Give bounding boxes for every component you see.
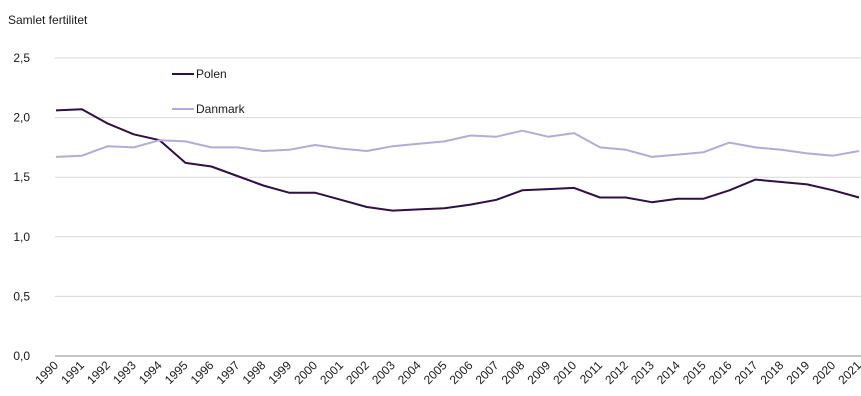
x-tick-label: 2004: [395, 358, 424, 387]
y-tick-label: 0,5: [13, 289, 30, 303]
x-tick-label: 1992: [84, 358, 113, 387]
y-tick-label: 2,0: [13, 111, 30, 125]
x-tick-label: 2001: [317, 358, 346, 387]
legend-label-polen: Polen: [196, 67, 227, 81]
x-tick-label: 2013: [628, 358, 657, 387]
x-tick-label: 2007: [473, 358, 502, 387]
x-tick-label: 1994: [136, 358, 165, 387]
y-tick-label: 0,0: [13, 349, 30, 363]
series-line-polen: [55, 108, 860, 212]
series-line-danmark: [55, 129, 860, 158]
series-lines: [55, 108, 860, 212]
legend: Polen Danmark: [172, 67, 246, 116]
x-tick-label: 2003: [369, 358, 398, 387]
x-tick-label: 2000: [291, 358, 320, 387]
x-tick-label: 2017: [732, 358, 761, 387]
y-axis-title: Samlet fertilitet: [8, 13, 88, 27]
x-tick-label: 1990: [32, 358, 61, 387]
x-tick-label: 2005: [421, 358, 450, 387]
x-tick-label: 2020: [809, 358, 838, 387]
x-tick-label: 2008: [499, 358, 528, 387]
x-tick-label: 2009: [525, 358, 554, 387]
x-tick-label: 1996: [188, 358, 217, 387]
x-tick-label: 1999: [265, 358, 294, 387]
x-tick-label: 2006: [447, 358, 476, 387]
y-axis-ticks: 0,0 0,5 1,0 1,5 2,0 2,5: [13, 51, 30, 363]
y-tick-label: 1,0: [13, 230, 30, 244]
x-tick-label: 2016: [706, 358, 735, 387]
y-tick-label: 1,5: [13, 170, 30, 184]
x-tick-label: 2015: [680, 358, 709, 387]
x-tick-label: 1993: [110, 358, 139, 387]
x-tick-label: 2018: [758, 358, 787, 387]
x-tick-label: 2010: [550, 358, 579, 387]
x-axis-ticks: 1990199119921993199419951996199719981999…: [32, 358, 861, 387]
x-tick-label: 2021: [835, 358, 861, 387]
x-tick-label: 2002: [343, 358, 372, 387]
x-tick-label: 1997: [214, 358, 243, 387]
x-tick-label: 1991: [58, 358, 87, 387]
y-tick-label: 2,5: [13, 51, 30, 65]
x-tick-label: 1995: [162, 358, 191, 387]
grid: [55, 57, 861, 357]
x-tick-label: 1998: [240, 358, 269, 387]
x-tick-label: 2011: [577, 358, 605, 386]
x-tick-label: 2012: [602, 358, 631, 387]
x-tick-label: 2019: [784, 358, 813, 387]
x-tick-label: 2014: [654, 358, 683, 387]
legend-label-danmark: Danmark: [196, 102, 246, 116]
